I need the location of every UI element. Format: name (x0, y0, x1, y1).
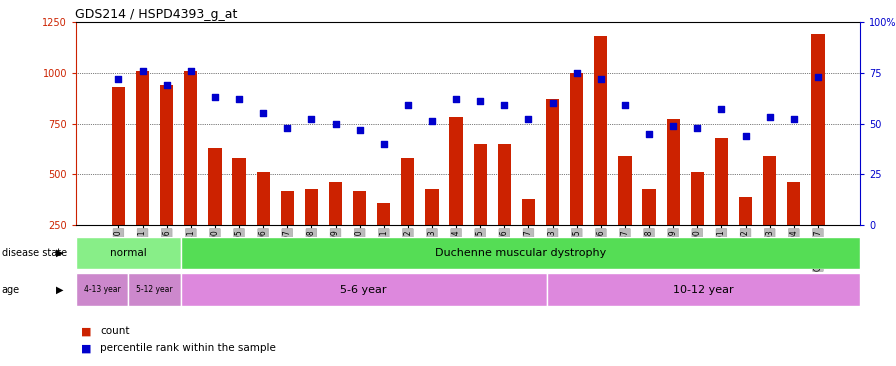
Bar (570, 73, 583, 225)
Bar (181, 273, 547, 306)
Text: 5-12 year: 5-12 year (136, 285, 173, 294)
Point (425, 119, 439, 124)
Bar (377, 203, 391, 225)
Bar (401, 158, 415, 225)
Point (256, 111, 271, 116)
Text: age: age (2, 284, 20, 295)
Point (328, 120, 342, 126)
Bar (181, 237, 860, 269)
Point (666, 123, 680, 128)
Point (497, 102, 512, 108)
Point (617, 102, 632, 108)
Bar (811, 34, 824, 225)
Text: percentile rank within the sample: percentile rank within the sample (100, 343, 276, 354)
Bar (497, 144, 511, 225)
Point (473, 98, 487, 104)
Text: 10-12 year: 10-12 year (673, 284, 734, 295)
Text: ■: ■ (81, 326, 91, 336)
Bar (788, 182, 800, 225)
Bar (112, 87, 125, 225)
Text: GDS214 / HSPD4393_g_at: GDS214 / HSPD4393_g_at (74, 8, 237, 21)
Point (208, 94, 222, 100)
Point (762, 115, 777, 120)
Point (280, 125, 295, 131)
Bar (185, 71, 197, 225)
Point (521, 116, 536, 122)
Bar (128, 273, 181, 306)
Text: Duchenne muscular dystrophy: Duchenne muscular dystrophy (435, 248, 606, 258)
Text: ▶: ▶ (56, 248, 64, 258)
Bar (232, 158, 246, 225)
Bar (160, 85, 173, 225)
Text: count: count (100, 326, 130, 336)
Bar (305, 188, 318, 225)
Text: disease state: disease state (2, 248, 67, 258)
Point (401, 102, 415, 108)
Bar (256, 172, 270, 225)
Bar (426, 188, 439, 225)
Point (352, 127, 366, 132)
Bar (353, 191, 366, 225)
Bar (763, 156, 776, 225)
Bar (547, 273, 860, 306)
Bar (594, 36, 607, 225)
Bar (450, 117, 462, 225)
Bar (474, 144, 487, 225)
Bar (546, 99, 559, 225)
Point (376, 141, 391, 147)
Point (690, 125, 704, 131)
Point (642, 131, 656, 137)
Bar (739, 197, 752, 225)
Bar (208, 148, 221, 225)
Bar (280, 191, 294, 225)
Point (787, 116, 801, 122)
Text: 4-13 year: 4-13 year (84, 285, 121, 294)
Point (714, 107, 728, 112)
Point (570, 70, 584, 76)
Point (594, 76, 608, 82)
Point (738, 133, 753, 139)
Point (184, 68, 198, 74)
Bar (642, 188, 656, 225)
Bar (76, 237, 181, 269)
Point (111, 76, 125, 82)
Point (135, 68, 150, 74)
Text: 5-6 year: 5-6 year (340, 284, 387, 295)
Bar (618, 156, 632, 225)
Text: ■: ■ (81, 343, 91, 354)
Point (811, 74, 825, 80)
Point (159, 82, 174, 88)
Point (546, 100, 560, 106)
Point (449, 96, 463, 102)
Bar (667, 119, 680, 225)
Point (305, 116, 319, 122)
Point (232, 96, 246, 102)
Bar (136, 71, 149, 225)
Bar (521, 199, 535, 225)
Text: normal: normal (110, 248, 147, 258)
Bar (691, 172, 704, 225)
Bar (715, 138, 728, 225)
Bar (76, 273, 128, 306)
Bar (329, 182, 342, 225)
Text: ▶: ▶ (56, 284, 64, 295)
